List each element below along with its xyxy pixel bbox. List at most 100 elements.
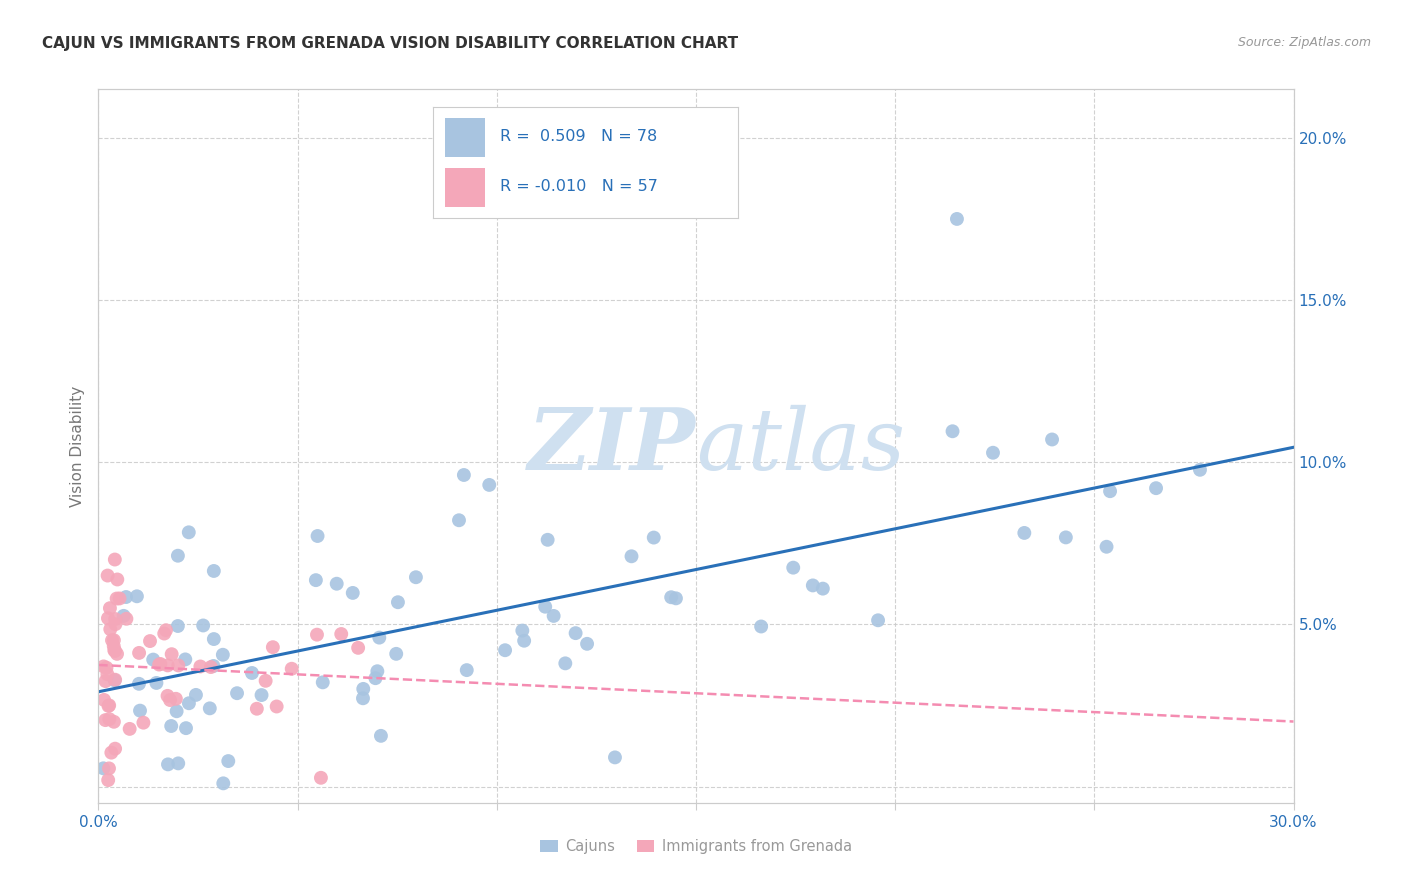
Point [347, 640, 370, 655]
Point [352, 691, 374, 706]
Point [564, 626, 586, 640]
Point [103, 714, 125, 729]
Point [620, 549, 643, 564]
Point [96, 661, 118, 675]
Text: atlas: atlas [696, 405, 905, 487]
Point [665, 591, 688, 606]
Point [200, 660, 222, 674]
Point [167, 756, 190, 771]
Point [405, 570, 427, 584]
Point [342, 586, 364, 600]
Point [104, 673, 127, 687]
Text: CAJUN VS IMMIGRANTS FROM GRENADA VISION DISABILITY CORRELATION CHART: CAJUN VS IMMIGRANTS FROM GRENADA VISION … [42, 36, 738, 51]
Point [174, 721, 197, 735]
Point [1099, 484, 1122, 499]
Point [543, 609, 565, 624]
Point [202, 564, 225, 578]
Point [105, 573, 128, 587]
Point [280, 662, 302, 676]
Point [96, 667, 118, 681]
Point [105, 647, 128, 661]
Point [98, 761, 121, 775]
Point [330, 627, 353, 641]
Point [262, 640, 284, 655]
Point [217, 754, 239, 768]
Point [1144, 481, 1167, 495]
Point [456, 663, 478, 677]
Point [97, 568, 120, 582]
Point [104, 612, 127, 626]
Point [148, 657, 170, 672]
Point [782, 560, 804, 574]
Point [198, 701, 221, 715]
Point [115, 612, 138, 626]
Point [240, 665, 263, 680]
Point [554, 657, 576, 671]
Point [868, 613, 890, 627]
Point [93, 659, 115, 673]
Point [167, 658, 190, 673]
Point [312, 675, 335, 690]
Point [115, 590, 138, 604]
Point [103, 639, 125, 653]
Point [97, 698, 120, 713]
Point [177, 525, 200, 540]
Point [226, 686, 249, 700]
Point [165, 691, 187, 706]
Point [97, 773, 120, 788]
Point [352, 681, 374, 696]
Point [494, 643, 516, 657]
Point [97, 611, 120, 625]
Point [177, 696, 200, 710]
Point [370, 729, 392, 743]
Point [1054, 530, 1077, 544]
Point [478, 478, 501, 492]
Point [801, 578, 824, 592]
Point [202, 659, 225, 673]
Point [167, 549, 190, 563]
Point [266, 699, 288, 714]
Point [112, 608, 135, 623]
Point [1040, 433, 1063, 447]
Y-axis label: Vision Disability: Vision Disability [70, 385, 86, 507]
Point [98, 712, 121, 726]
Point [100, 746, 122, 760]
Point [98, 622, 121, 636]
Point [749, 619, 772, 633]
Point [104, 741, 127, 756]
Point [309, 771, 332, 785]
Point [104, 552, 127, 566]
Point [1095, 540, 1118, 554]
Point [946, 211, 969, 226]
Point [156, 689, 179, 703]
Point [94, 713, 117, 727]
Point [368, 631, 391, 645]
Point [941, 424, 963, 438]
Point [105, 591, 128, 606]
Point [153, 626, 176, 640]
Point [453, 468, 475, 483]
Point [325, 576, 347, 591]
Point [160, 647, 183, 661]
Point [447, 513, 470, 527]
Point [305, 628, 328, 642]
Text: Source: ZipAtlas.com: Source: ZipAtlas.com [1237, 36, 1371, 49]
Point [184, 688, 207, 702]
Point [166, 704, 188, 718]
Point [118, 722, 141, 736]
Point [254, 673, 277, 688]
Point [1014, 525, 1036, 540]
Point [98, 698, 121, 713]
Point [103, 633, 125, 648]
Point [811, 582, 834, 596]
Legend: Cajuns, Immigrants from Grenada: Cajuns, Immigrants from Grenada [534, 833, 858, 860]
Point [93, 693, 115, 707]
Point [250, 688, 273, 702]
Point [101, 633, 124, 648]
Point [190, 659, 212, 673]
Point [513, 633, 536, 648]
Point [366, 665, 388, 679]
Point [93, 761, 115, 775]
Point [149, 657, 172, 671]
Point [104, 644, 127, 658]
